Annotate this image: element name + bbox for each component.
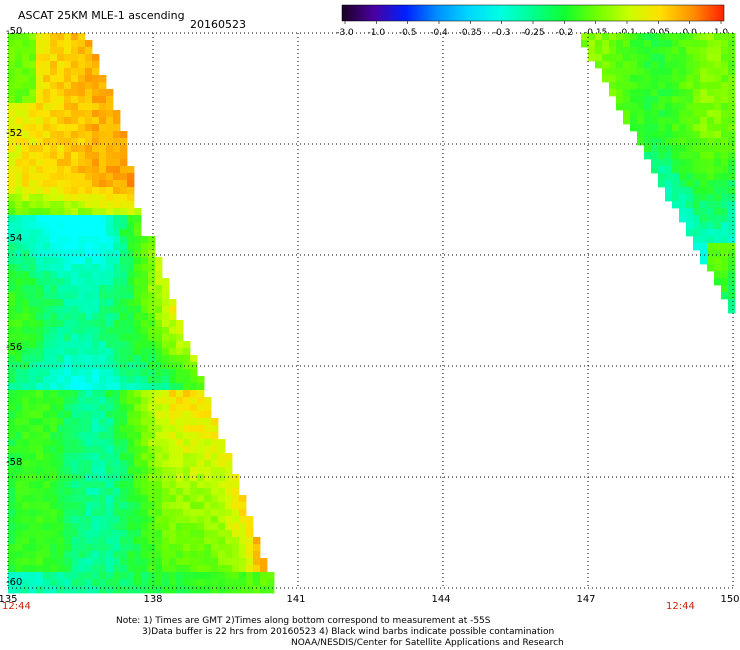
map-date: 20160523 [190, 18, 246, 31]
lat-label-52: -52 [6, 128, 23, 139]
note-line-2: 3)Data buffer is 22 hrs from 20160523 4)… [142, 627, 555, 637]
swath-cells [8, 33, 736, 594]
lat-label-50: -50 [6, 26, 23, 37]
lon-label-150: 150 [720, 594, 740, 605]
lon-label-141: 141 [286, 594, 306, 605]
note-line-1: Note: 1) Times are GMT 2)Times along bot… [116, 616, 491, 626]
lat-label-60: -60 [6, 577, 23, 588]
lon-label-138: 138 [143, 594, 163, 605]
map-title: ASCAT 25KM MLE-1 ascending [18, 9, 185, 22]
lon-label-147: 147 [576, 594, 596, 605]
lon-label-135: 135 [0, 594, 18, 605]
time-left: 12:44 [2, 601, 31, 612]
note-line-3: NOAA/NESDIS/Center for Satellite Applica… [291, 638, 564, 648]
colorbar-tick-label: -0.4 [430, 28, 448, 38]
lat-label-54: -54 [6, 233, 23, 244]
time-right: 12:44 [666, 601, 695, 612]
gridlines [7, 32, 734, 589]
lat-label-58: -58 [6, 457, 23, 468]
colorbar-tick-label: -0.5 [398, 28, 417, 38]
lat-label-56: -56 [6, 342, 23, 353]
colorbar-tick-label: -0.35 [458, 28, 482, 38]
colorbar-tick-label: -0.3 [492, 28, 511, 38]
lon-label-144: 144 [431, 594, 451, 605]
